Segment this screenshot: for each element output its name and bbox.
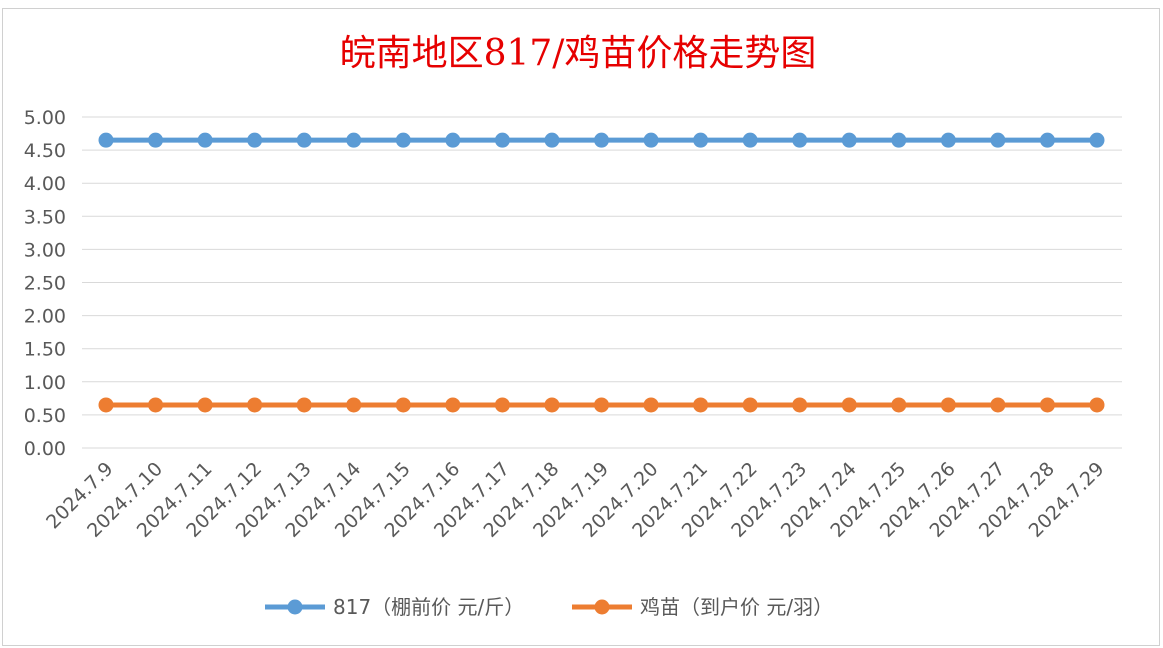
y-axis-ticks: 0.00 0.50 1.00 1.50 2.00 2.50 3.00 3.50 4.00 4.50… (24, 107, 66, 460)
y-tick-label: 0.00 (24, 438, 66, 460)
data-point (98, 397, 114, 413)
legend-label: 鸡苗（到户价 元/羽） (640, 595, 833, 619)
legend-swatch-marker (594, 599, 610, 615)
y-tick-label: 2.00 (24, 306, 66, 328)
gridlines (82, 116, 1122, 449)
data-point (643, 397, 659, 413)
data-point (792, 397, 808, 413)
y-tick-label: 3.50 (24, 206, 66, 228)
data-point (1039, 132, 1055, 148)
chart-area[interactable] (2, 8, 1160, 646)
data-point (494, 397, 510, 413)
data-point (148, 132, 164, 148)
y-tick-label: 3.00 (24, 239, 66, 261)
y-tick-label: 2.50 (24, 273, 66, 295)
data-point (891, 132, 907, 148)
data-point (197, 132, 213, 148)
data-point (346, 132, 362, 148)
data-point (296, 132, 312, 148)
data-point (445, 132, 461, 148)
data-point (742, 397, 758, 413)
data-point (148, 397, 164, 413)
data-point (98, 132, 114, 148)
data-point (544, 397, 560, 413)
data-point (1039, 397, 1055, 413)
data-point (841, 132, 857, 148)
chart-title: 皖南地区817/鸡苗价格走势图 (340, 33, 817, 74)
data-point (891, 397, 907, 413)
legend-swatch-marker (287, 599, 303, 615)
data-point (742, 132, 758, 148)
legend-label: 817（棚前价 元/斤） (333, 595, 524, 619)
data-point (1089, 397, 1105, 413)
data-point (544, 132, 560, 148)
data-point (940, 397, 956, 413)
legend: 817（棚前价 元/斤） 鸡苗（到户价 元/羽） (265, 595, 833, 619)
y-tick-label: 5.00 (24, 107, 66, 129)
x-axis-ticks: 2024.7.92024.7.102024.7.112024.7.122024.… (42, 458, 1108, 542)
data-point (990, 132, 1006, 148)
y-tick-label: 1.50 (24, 339, 66, 361)
data-point (494, 132, 510, 148)
data-point (594, 132, 609, 148)
data-point (693, 132, 709, 148)
y-tick-label: 4.00 (24, 173, 66, 195)
data-point (990, 397, 1006, 413)
data-point (296, 397, 312, 413)
data-point (1089, 132, 1105, 148)
y-tick-label: 4.50 (24, 140, 66, 162)
data-point (693, 397, 709, 413)
data-point (445, 397, 461, 413)
data-point (940, 132, 956, 148)
data-point (594, 397, 609, 413)
data-point (792, 132, 808, 148)
series-lines (98, 132, 1105, 413)
y-tick-label: 1.00 (24, 372, 66, 394)
data-point (247, 132, 263, 148)
data-point (346, 397, 362, 413)
data-point (841, 397, 857, 413)
data-point (247, 397, 263, 413)
data-point (643, 132, 659, 148)
data-point (395, 397, 411, 413)
data-point (197, 397, 213, 413)
y-tick-label: 0.50 (24, 405, 66, 427)
data-point (395, 132, 411, 148)
